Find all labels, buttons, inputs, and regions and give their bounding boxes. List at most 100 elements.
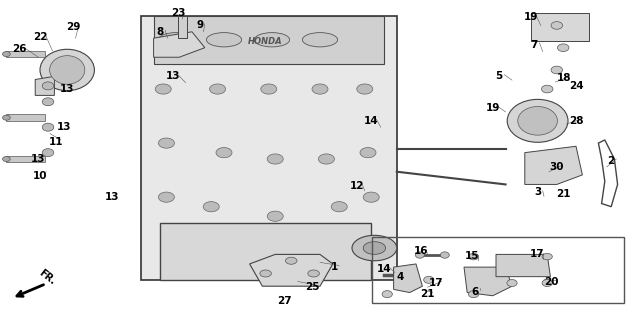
Text: 22: 22 bbox=[33, 31, 47, 42]
Ellipse shape bbox=[42, 82, 54, 90]
Ellipse shape bbox=[364, 192, 380, 202]
Polygon shape bbox=[141, 16, 397, 280]
Polygon shape bbox=[394, 264, 422, 293]
Text: 13: 13 bbox=[60, 84, 74, 94]
Ellipse shape bbox=[159, 33, 193, 47]
Polygon shape bbox=[154, 16, 384, 64]
Ellipse shape bbox=[542, 280, 552, 287]
Polygon shape bbox=[531, 13, 589, 41]
Text: 13: 13 bbox=[105, 192, 119, 202]
Ellipse shape bbox=[507, 280, 517, 287]
Ellipse shape bbox=[508, 99, 568, 142]
Ellipse shape bbox=[312, 84, 328, 94]
Text: 11: 11 bbox=[49, 136, 63, 147]
Polygon shape bbox=[250, 254, 333, 286]
Text: 24: 24 bbox=[569, 81, 583, 91]
Ellipse shape bbox=[440, 252, 449, 258]
Ellipse shape bbox=[415, 252, 424, 258]
Text: 7: 7 bbox=[531, 39, 538, 50]
Ellipse shape bbox=[319, 154, 334, 164]
Ellipse shape bbox=[155, 84, 172, 94]
Text: 13: 13 bbox=[166, 71, 180, 81]
Text: 27: 27 bbox=[278, 295, 292, 306]
Text: 21: 21 bbox=[556, 189, 570, 199]
Ellipse shape bbox=[302, 33, 338, 47]
Text: 25: 25 bbox=[305, 282, 319, 292]
Ellipse shape bbox=[424, 276, 434, 283]
Ellipse shape bbox=[551, 66, 563, 74]
Ellipse shape bbox=[332, 202, 348, 212]
Polygon shape bbox=[160, 223, 371, 280]
Text: 12: 12 bbox=[350, 181, 364, 191]
Text: 5: 5 bbox=[495, 71, 503, 81]
Ellipse shape bbox=[50, 56, 85, 84]
Ellipse shape bbox=[268, 211, 283, 221]
Text: 4: 4 bbox=[396, 272, 404, 282]
Polygon shape bbox=[154, 32, 205, 57]
Ellipse shape bbox=[42, 149, 54, 156]
Text: 29: 29 bbox=[67, 22, 81, 32]
Ellipse shape bbox=[541, 85, 553, 93]
Ellipse shape bbox=[557, 44, 569, 52]
Ellipse shape bbox=[255, 33, 290, 47]
Ellipse shape bbox=[360, 148, 376, 158]
Text: 21: 21 bbox=[420, 289, 435, 299]
Text: 30: 30 bbox=[550, 162, 564, 172]
Text: 13: 13 bbox=[57, 122, 71, 132]
Text: 18: 18 bbox=[557, 73, 572, 83]
Polygon shape bbox=[464, 267, 512, 296]
Polygon shape bbox=[178, 16, 187, 38]
Text: 16: 16 bbox=[414, 246, 428, 256]
Text: 6: 6 bbox=[471, 287, 479, 297]
Ellipse shape bbox=[364, 242, 385, 254]
Text: 14: 14 bbox=[377, 264, 391, 274]
Ellipse shape bbox=[261, 84, 277, 94]
Ellipse shape bbox=[285, 257, 297, 264]
Text: 26: 26 bbox=[12, 44, 26, 54]
Ellipse shape bbox=[308, 270, 319, 277]
Ellipse shape bbox=[518, 107, 557, 135]
Ellipse shape bbox=[357, 84, 372, 94]
Polygon shape bbox=[525, 146, 582, 184]
Text: 23: 23 bbox=[171, 8, 185, 18]
Text: 20: 20 bbox=[545, 277, 559, 287]
Ellipse shape bbox=[158, 138, 174, 148]
Ellipse shape bbox=[382, 291, 392, 298]
Ellipse shape bbox=[468, 253, 479, 260]
Text: 2: 2 bbox=[607, 156, 615, 166]
Polygon shape bbox=[496, 254, 550, 277]
Ellipse shape bbox=[3, 156, 10, 162]
Polygon shape bbox=[6, 156, 45, 162]
Text: 17: 17 bbox=[531, 249, 545, 259]
Text: 1: 1 bbox=[330, 262, 338, 272]
Ellipse shape bbox=[352, 235, 397, 261]
Ellipse shape bbox=[158, 192, 174, 202]
Ellipse shape bbox=[42, 123, 54, 131]
Text: 19: 19 bbox=[524, 12, 538, 23]
Ellipse shape bbox=[207, 33, 242, 47]
Text: 15: 15 bbox=[465, 251, 479, 261]
Ellipse shape bbox=[268, 154, 283, 164]
Ellipse shape bbox=[3, 52, 10, 57]
Polygon shape bbox=[6, 114, 45, 121]
Ellipse shape bbox=[468, 291, 479, 298]
Text: HONDA: HONDA bbox=[248, 37, 283, 46]
Ellipse shape bbox=[210, 84, 226, 94]
Text: 9: 9 bbox=[196, 20, 204, 31]
Ellipse shape bbox=[40, 49, 95, 91]
Ellipse shape bbox=[260, 270, 271, 277]
Text: 28: 28 bbox=[569, 116, 583, 126]
Text: FR.: FR. bbox=[37, 268, 58, 287]
Text: 3: 3 bbox=[534, 187, 541, 197]
Text: 17: 17 bbox=[429, 278, 444, 288]
Text: 19: 19 bbox=[486, 103, 500, 113]
Ellipse shape bbox=[551, 22, 563, 29]
Ellipse shape bbox=[216, 148, 232, 158]
Ellipse shape bbox=[3, 115, 10, 120]
Text: 14: 14 bbox=[364, 116, 378, 126]
Ellipse shape bbox=[204, 202, 219, 212]
Ellipse shape bbox=[542, 253, 552, 260]
Polygon shape bbox=[6, 51, 45, 57]
Ellipse shape bbox=[42, 98, 54, 106]
Text: 10: 10 bbox=[33, 171, 47, 182]
